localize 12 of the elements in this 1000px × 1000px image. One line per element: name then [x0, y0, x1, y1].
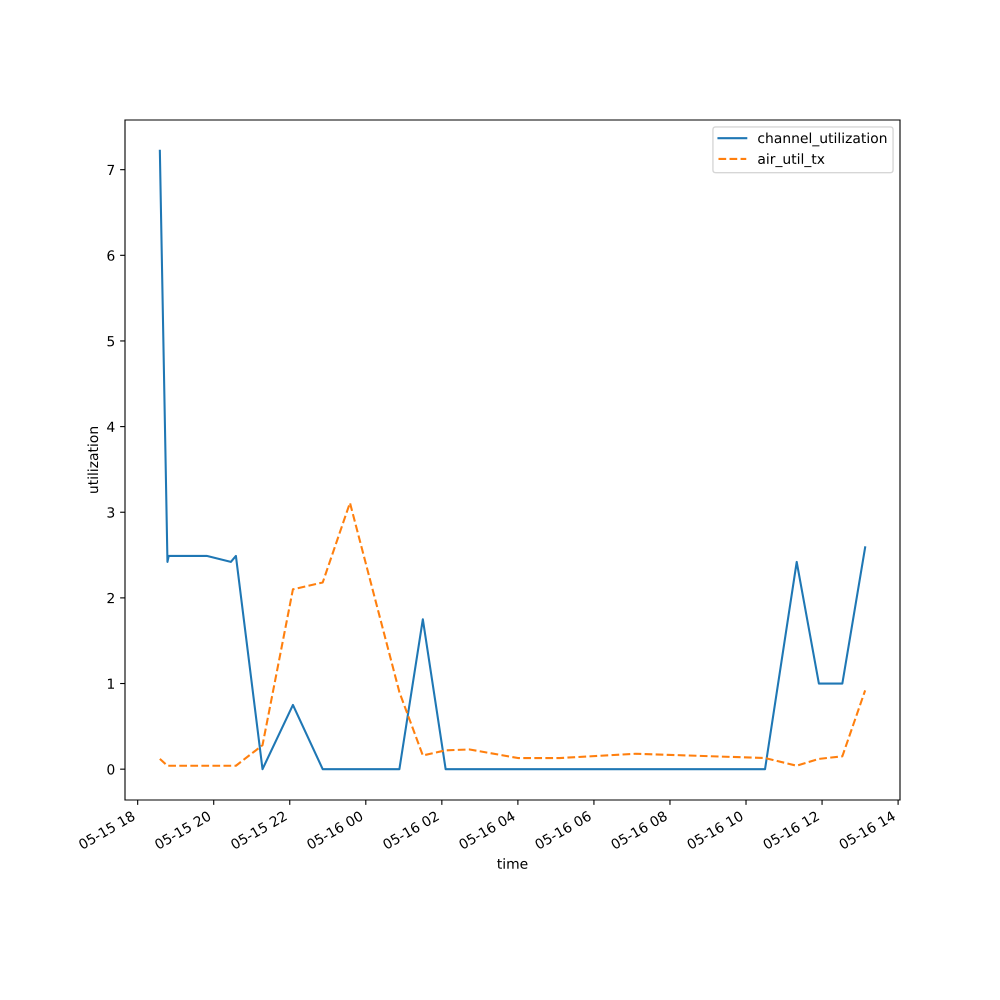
- y-axis-title: utilization: [87, 427, 98, 493]
- legend-label: channel_utilization: [758, 132, 886, 146]
- y-tick-label: 0: [107, 764, 114, 775]
- y-tick-label: 7: [108, 164, 114, 175]
- y-tick-label: 2: [107, 592, 114, 604]
- legend-label: air_util_tx: [758, 153, 825, 168]
- y-tick-label: 6: [107, 250, 114, 261]
- y-tick-label: 3: [108, 507, 114, 518]
- y-tick-label: 5: [108, 336, 114, 346]
- y-tick-label: 4: [107, 422, 114, 432]
- x-axis-title: time: [497, 858, 528, 869]
- y-tick-label: 1: [108, 678, 114, 689]
